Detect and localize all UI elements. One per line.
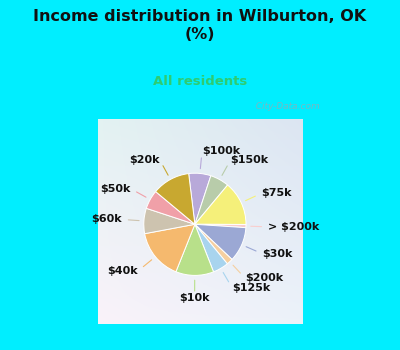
Text: $60k: $60k xyxy=(91,215,122,224)
Wedge shape xyxy=(146,191,195,224)
Wedge shape xyxy=(195,185,246,224)
Wedge shape xyxy=(195,176,228,224)
Text: $75k: $75k xyxy=(262,188,292,198)
Text: All residents: All residents xyxy=(153,75,247,88)
Wedge shape xyxy=(156,174,195,224)
Text: $40k: $40k xyxy=(108,266,138,276)
Text: $200k: $200k xyxy=(245,273,283,283)
Wedge shape xyxy=(195,224,246,228)
Text: $125k: $125k xyxy=(232,283,270,293)
Wedge shape xyxy=(195,224,232,264)
Wedge shape xyxy=(195,224,227,272)
Text: $150k: $150k xyxy=(230,155,269,165)
Wedge shape xyxy=(145,224,195,272)
Text: $10k: $10k xyxy=(179,293,210,303)
Wedge shape xyxy=(176,224,214,275)
Text: $20k: $20k xyxy=(129,155,160,165)
Text: > $200k: > $200k xyxy=(268,222,320,232)
Text: $30k: $30k xyxy=(262,249,293,259)
Text: $50k: $50k xyxy=(100,184,130,194)
Wedge shape xyxy=(189,173,211,224)
Text: City-Data.com: City-Data.com xyxy=(250,102,320,111)
Text: Income distribution in Wilburton, OK
(%): Income distribution in Wilburton, OK (%) xyxy=(34,9,366,42)
Wedge shape xyxy=(195,224,246,259)
Wedge shape xyxy=(144,208,195,234)
Text: $100k: $100k xyxy=(202,146,240,156)
